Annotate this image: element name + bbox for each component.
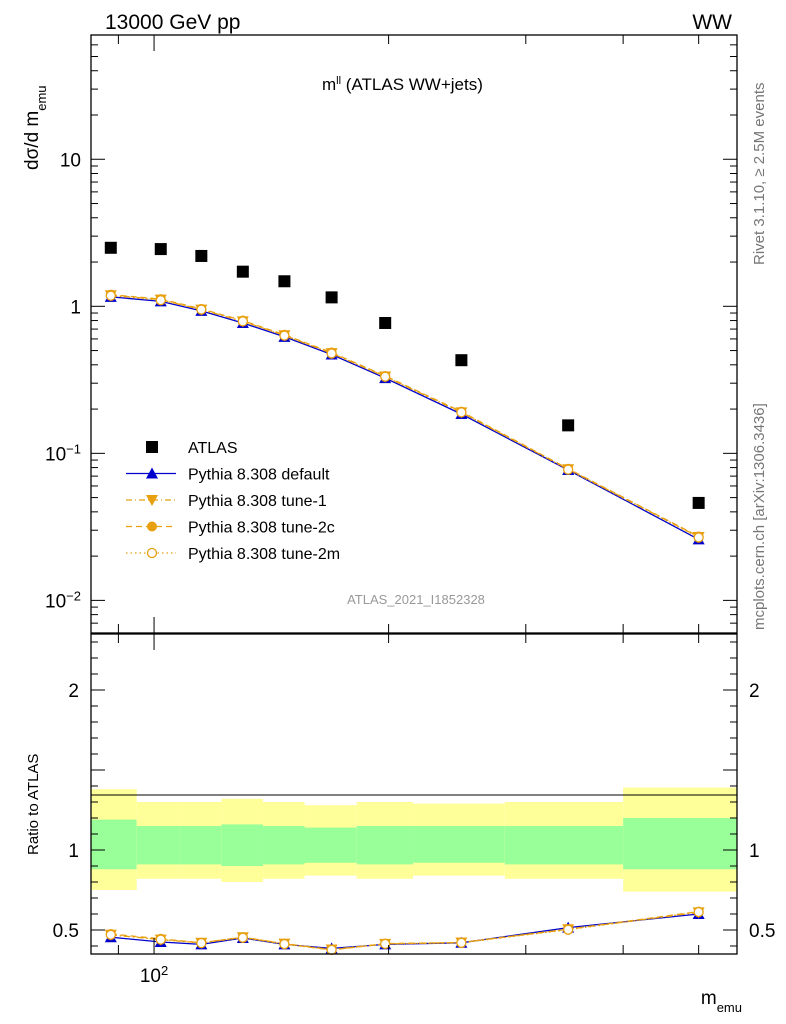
ratio-point-s3-4 [279,938,290,950]
data-point-s4-3 [237,316,248,327]
ratio-point-s3-3 [237,932,248,943]
ratio-y-tick-label-right-0: 0.5 [749,921,775,942]
header-left: 13000 GeV pp [105,11,240,34]
ratio-y-tick-label-left-0: 0.5 [53,921,79,942]
ratio-y-tick-label-left-2: 2 [68,681,79,702]
legend-label-0: ATLAS [188,440,238,457]
series-line-1 [110,296,700,540]
ratio-line-2 [110,910,699,951]
legend-label-2: Pythia 8.308 tune-1 [188,493,327,510]
legend-label-3: Pythia 8.308 tune-2c [188,520,335,537]
inner-band-bin-4 [263,826,305,865]
data-point-s0-7 [455,354,468,367]
ratio-point-s3-9 [693,906,704,918]
data-point-s4-7 [456,407,467,418]
legend-marker-0 [146,441,158,453]
main-y-axis-label: dσ/d memu [22,85,49,170]
legend-marker-1 [146,467,158,479]
ratio-point-s3-5 [326,944,337,955]
series-line-4 [110,295,699,538]
ratio-panel-ticks: 102 0.5 0.5 1 1 2 2 [53,35,775,988]
main-panel-ticks: 10 1 10−1 10−2 [45,34,737,634]
data-point-s0-6 [379,316,392,329]
inner-band-bin-7 [413,826,505,863]
ratio-line-3 [110,911,699,951]
ratio-y-axis-label: Ratio to ATLAS [25,754,42,855]
data-point-s4-4 [279,330,290,341]
data-point-s4-5 [326,348,337,359]
legend-label-1: Pythia 8.308 default [188,467,330,484]
ratio-uncertainty-bands [91,787,737,892]
data-point-s0-5 [325,291,338,304]
header-right: WW [692,11,732,34]
x-tick-label: 102 [140,963,168,988]
data-point-s4-8 [563,464,574,475]
legend-marker-3 [147,521,157,532]
data-point-s0-8 [562,419,575,432]
series-line-3 [110,294,699,538]
ratio-point-s3-1 [155,934,166,945]
mcplots-label: mcplots.cern.ch [arXiv:1306.3436] [751,403,768,630]
data-point-s0-1 [154,243,167,256]
x-axis-label: memu [701,988,742,1015]
inner-band-bin-5 [304,827,357,863]
inner-band-bin-1 [136,826,181,865]
y-tick-label-3: 10−2 [45,588,81,613]
data-point-s4-1 [155,295,166,306]
ratio-point-s3-0 [105,929,116,940]
inner-band-bin-9 [623,818,737,870]
legend-label-4: Pythia 8.308 tune-2m [188,546,340,563]
data-point-s4-2 [196,304,207,315]
ratio-panel-data [104,906,705,956]
data-point-s0-0 [104,241,117,254]
y-tick-label-0: 10 [60,150,81,171]
ratio-y-tick-label-right-2: 2 [749,681,760,702]
legend: ATLAS Pythia 8.308 default Pythia 8.308 tu… [126,440,340,563]
data-point-s0-2 [195,249,208,262]
inner-band-bin-6 [356,826,414,865]
inner-band-bin-3 [221,824,264,866]
legend-marker-2 [146,495,158,506]
data-point-s0-4 [278,275,291,288]
ratio-y-tick-label-left-1: 1 [68,841,79,862]
data-point-s0-3 [236,265,249,278]
watermark: ATLAS_2021_I1852328 [347,592,485,607]
rivet-label: Rivet 3.1.10, ≥ 2.5M events [751,83,768,266]
plot-title: mll (ATLAS WW+jets) [322,75,483,94]
ratio-point-s3-6 [380,938,391,950]
legend-marker-4 [146,547,158,559]
main-panel-data [104,241,705,545]
y-tick-label-1: 1 [70,297,81,318]
data-point-s0-9 [692,496,705,509]
data-point-s4-6 [380,371,391,382]
ratio-point-s3-2 [196,937,207,949]
ratio-y-tick-label-right-1: 1 [749,841,760,862]
inner-band-bin-0 [91,819,137,870]
ratio-panel-frame [90,633,738,955]
main-panel-frame [90,34,738,634]
inner-band-bin-8 [504,826,624,865]
ratio-point-s3-7 [456,937,467,948]
inner-band-bin-2 [180,826,222,865]
y-tick-label-2: 10−1 [45,441,81,466]
ratio-point-s3-8 [563,924,574,935]
data-point-s4-9 [693,532,704,543]
data-point-s4-0 [105,290,116,301]
